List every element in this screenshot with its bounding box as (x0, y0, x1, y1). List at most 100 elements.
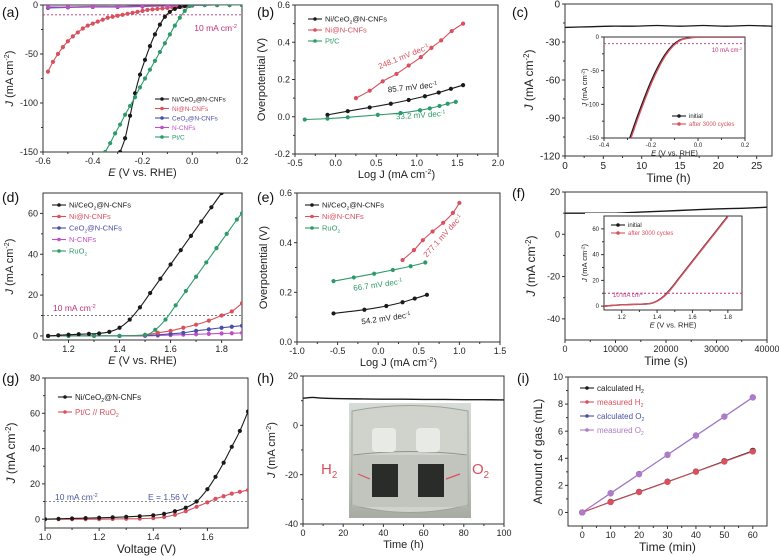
text-span: -2 (739, 46, 742, 51)
data-point (183, 288, 188, 294)
y-tick-label: -0.2 (274, 149, 290, 159)
x-axis-label: E (V vs. RHE) (651, 149, 698, 158)
data-point (45, 517, 48, 522)
text-span: Pt/C // Ru (75, 408, 110, 417)
text-span: (mA (4, 263, 16, 289)
data-point (183, 505, 188, 510)
data-point (120, 12, 125, 17)
data-point (380, 79, 385, 84)
y-axis-label: J (mA cm-2) (3, 51, 16, 108)
text-span: -2 (427, 356, 433, 364)
data-point (224, 231, 229, 236)
text-span: ) (580, 68, 589, 71)
data-point (749, 394, 756, 401)
legend-marker (616, 231, 620, 235)
legend-marker (585, 414, 589, 418)
text-span: @N-CNFs (349, 201, 384, 210)
data-point (65, 5, 70, 10)
text-span: O (88, 201, 94, 210)
data-point (165, 5, 170, 9)
text-span: @N-CNFs (96, 201, 131, 210)
legend-marker (160, 125, 164, 130)
text-span: (mA (522, 76, 536, 104)
data-point (100, 17, 105, 22)
text-span: -1 (397, 277, 403, 284)
data-point (219, 193, 224, 196)
data-point (56, 333, 61, 338)
text-span: 10 mA (613, 293, 632, 299)
series-ruo2 (331, 260, 428, 284)
data-point (215, 5, 220, 8)
text-span: cm (221, 23, 232, 33)
text-span: -1 (423, 43, 430, 50)
data-point (245, 487, 248, 493)
data-point (172, 6, 177, 12)
text-span: Ce (172, 115, 181, 122)
text-span: J (580, 278, 589, 283)
legend-label: calculated H2 (597, 384, 644, 395)
y-tick-label: 0.6 (277, 0, 290, 10)
y-tick-label: -100 (20, 98, 38, 108)
data-point (412, 296, 417, 301)
text-span: 277.1 mV (422, 226, 453, 259)
text-span: Ni@N-CNFs (322, 212, 364, 221)
y-tick-label: -100 (587, 102, 600, 108)
data-point (137, 514, 142, 519)
y-tick-label: 40 (30, 444, 40, 454)
data-point (579, 509, 586, 516)
legend-marker (313, 17, 317, 21)
x-axis-label: Time (h) (646, 171, 690, 185)
text-span: measured (597, 426, 635, 435)
data-point (453, 99, 458, 104)
data-point (182, 8, 187, 13)
y-tick-label: 0.2 (277, 75, 290, 85)
legend-marker (313, 39, 317, 43)
y-tick-label: 0.4 (277, 37, 290, 47)
text-span: O (472, 461, 484, 478)
data-point (664, 478, 671, 486)
electrode-left (372, 464, 398, 497)
data-point (60, 45, 66, 50)
text-span: 2 (185, 118, 188, 123)
text-span: -2 (265, 426, 273, 432)
legend-marker (63, 395, 67, 399)
inset-background (585, 213, 745, 321)
slope-label: 33.2 mV dec-1 (396, 109, 446, 121)
text-span: J (266, 472, 278, 479)
data-point (167, 9, 172, 14)
data-point (367, 105, 372, 110)
x-tick-label: 0.5 (370, 158, 383, 168)
text-span: ) (433, 357, 437, 369)
series-line (304, 101, 456, 121)
data-point (113, 131, 118, 136)
data-point (155, 330, 160, 335)
legend-label: measured H2 (597, 398, 644, 409)
data-point (388, 101, 393, 106)
text-span: Time (min) (639, 540, 696, 554)
text-span: O (341, 201, 347, 210)
text-span: Time (s) (644, 354, 688, 368)
text-span: Overpotential (V) (256, 38, 268, 121)
data-point (411, 248, 417, 253)
data-point (118, 149, 123, 152)
text-span: Ni@N-CNFs (172, 106, 209, 113)
data-point (229, 444, 234, 449)
data-point (157, 49, 163, 55)
data-point (372, 271, 377, 276)
text-span: cm (81, 492, 92, 502)
text-span: Ni/Ce (75, 393, 96, 402)
data-point (127, 113, 133, 118)
text-span: E (108, 167, 116, 179)
data-point (635, 471, 643, 478)
text-span: J (524, 289, 538, 297)
panel-letter: (d) (2, 189, 19, 205)
data-point (635, 489, 643, 496)
ref-label: 10 mA cm-2 (712, 46, 742, 54)
series-ni-ceo2-n-cnfs (45, 409, 248, 522)
x-tick-label: 30000 (704, 344, 729, 354)
data-point (437, 103, 442, 109)
text-span: -2 (425, 168, 431, 176)
data-point (206, 318, 211, 323)
o2-arrow (445, 473, 461, 480)
x-tick-label: 20 (634, 530, 644, 540)
